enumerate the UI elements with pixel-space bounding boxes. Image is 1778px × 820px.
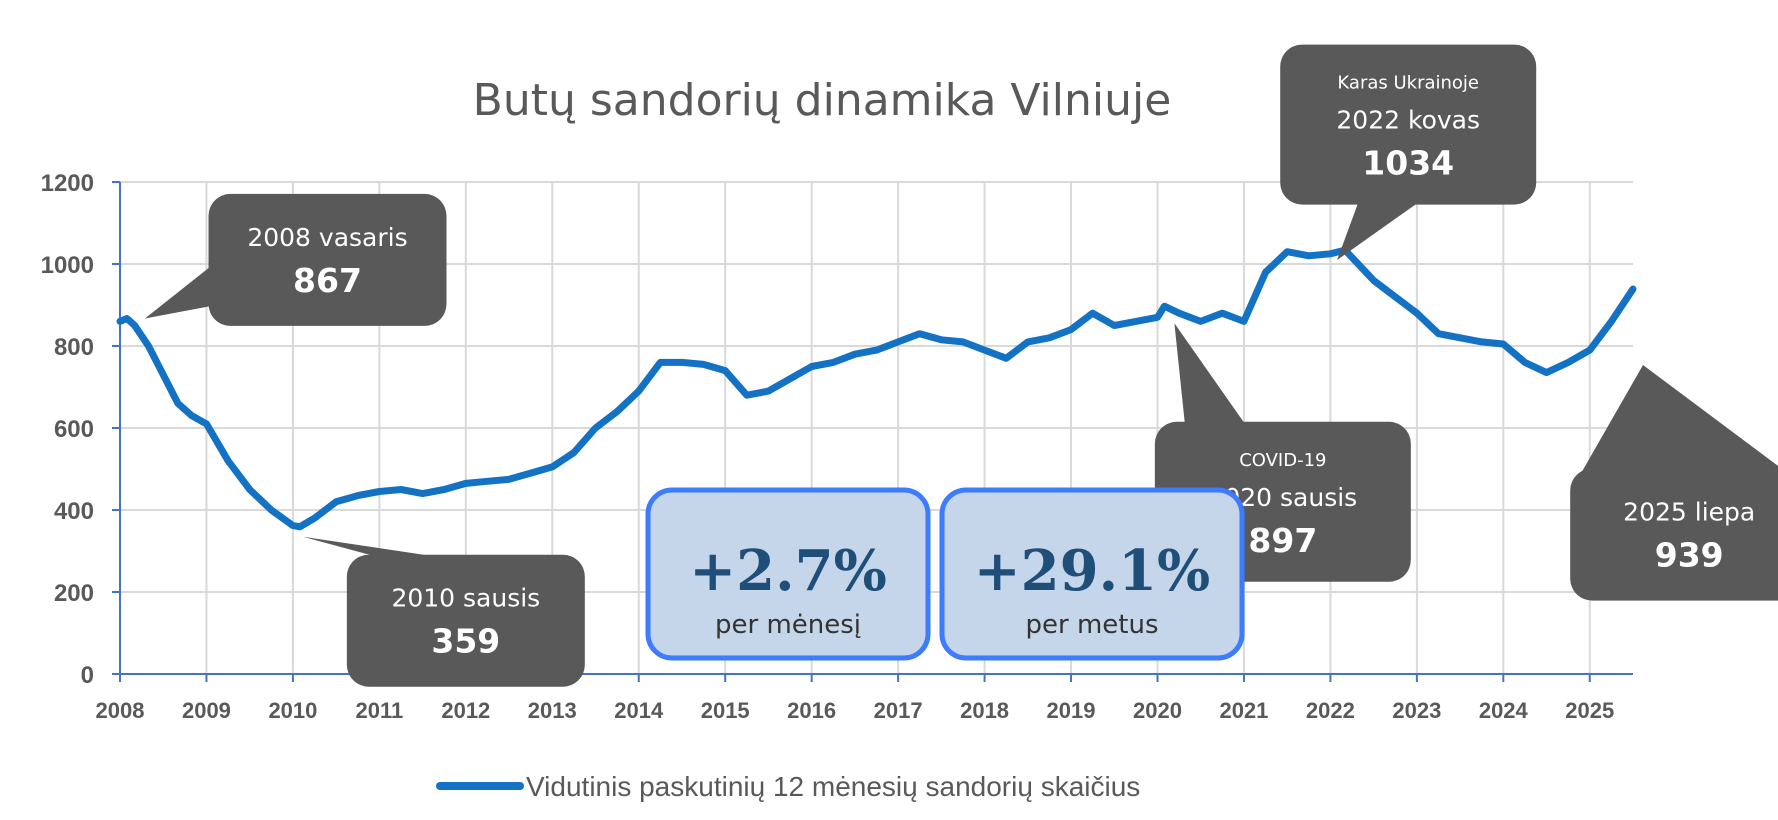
y-tick-label: 200	[54, 580, 94, 607]
y-tick-label: 800	[54, 334, 94, 361]
annotation-callout: Karas Ukrainoje 2022 kovas 1034	[1280, 44, 1537, 261]
x-tick-label: 2021	[1219, 698, 1268, 723]
callout-pointer	[302, 536, 437, 557]
x-tick-label: 2018	[960, 698, 1009, 723]
callout-date: 2022 kovas	[1336, 106, 1480, 135]
x-tick-label: 2017	[874, 698, 923, 723]
callout-pointer	[144, 266, 211, 319]
callout-value: 867	[293, 261, 362, 300]
callout-box	[1570, 468, 1778, 601]
x-tick-label: 2020	[1133, 698, 1182, 723]
callout-value: 1034	[1362, 144, 1454, 183]
stat-box: +29.1% per metus	[939, 487, 1245, 661]
callout-date: 2025 liepa	[1623, 498, 1755, 527]
callout-value: 359	[431, 622, 500, 661]
x-tick-label: 2025	[1565, 698, 1614, 723]
legend: Vidutinis paskutinių 12 mėnesių sandorių…	[436, 771, 1140, 802]
stat-value: +2.7%	[689, 538, 887, 604]
stat-box: +2.7% per mėnesį	[645, 487, 931, 661]
x-tick-label: 2024	[1479, 698, 1529, 723]
x-tick-label: 2012	[441, 698, 490, 723]
series-line	[116, 246, 1637, 531]
annotation-callout: 2008 vasaris 867	[144, 193, 447, 326]
callout-box	[1280, 44, 1537, 205]
stat-label: per metus	[1026, 610, 1159, 640]
x-tick-label: 2009	[182, 698, 231, 723]
legend-label: Vidutinis paskutinių 12 mėnesių sandorių…	[526, 771, 1140, 802]
x-tick-label: 2014	[614, 698, 664, 723]
callout-box	[346, 554, 585, 687]
callout-date: 2010 sausis	[391, 584, 540, 613]
x-tick-label: 2008	[96, 698, 145, 723]
x-tick-label: 2022	[1306, 698, 1355, 723]
y-tick-label: 400	[54, 498, 94, 525]
callout-box	[208, 193, 447, 326]
callout-event: COVID-19	[1239, 450, 1326, 471]
y-tick-label: 0	[81, 662, 94, 689]
x-tick-label: 2015	[701, 698, 750, 723]
callout-value: 897	[1248, 521, 1317, 560]
x-tick-label: 2011	[356, 698, 404, 723]
axes: 0 200 400 600 800 1000 1200 2008 2009 2010 2011 201…	[41, 170, 1633, 723]
callout-value: 939	[1655, 536, 1724, 575]
x-tick-label: 2010	[268, 698, 317, 723]
callout-pointer	[1572, 365, 1778, 489]
callout-pointer	[1337, 202, 1419, 261]
x-tick-label: 2023	[1392, 698, 1441, 723]
x-tick-label: 2016	[787, 698, 836, 723]
stat-boxes: +2.7% per mėnesį +29.1% per metus	[645, 487, 1245, 661]
y-tick-label: 600	[54, 416, 94, 443]
stat-box-bg	[645, 487, 931, 661]
stat-label: per mėnesį	[715, 610, 861, 640]
stat-box-bg	[939, 487, 1245, 661]
stat-value: +29.1%	[974, 538, 1211, 604]
y-tick-label: 1200	[41, 170, 94, 197]
series-layer	[116, 246, 1637, 531]
callout-pointer	[1174, 323, 1245, 424]
chart-title: Butų sandorių dinamika Vilniuje	[473, 75, 1172, 126]
callout-event: Karas Ukrainoje	[1337, 73, 1479, 94]
annotation-callout: 2010 sausis 359	[302, 536, 585, 687]
y-tick-label: 1000	[41, 252, 94, 279]
callout-date: 2008 vasaris	[247, 223, 407, 252]
x-tick-label: 2019	[1047, 698, 1096, 723]
annotation-callout: 2025 liepa 939	[1570, 365, 1778, 601]
x-tick-label: 2013	[528, 698, 577, 723]
